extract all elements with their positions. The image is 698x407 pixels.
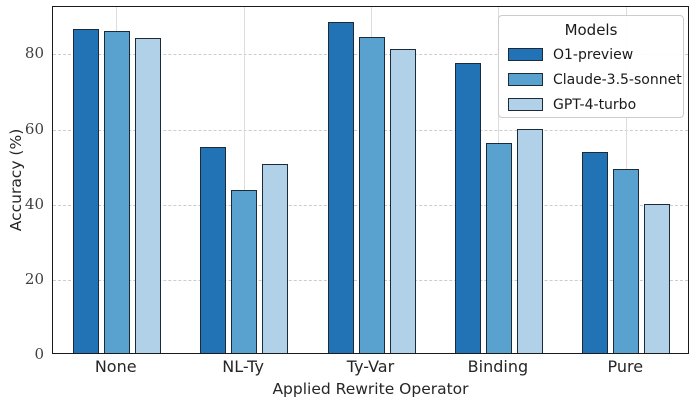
bar-o1-preview-none	[72, 28, 99, 353]
vertical-gridline	[243, 7, 245, 353]
y-tick-label: 40	[24, 194, 44, 213]
bar-o1-preview-nl-ty	[200, 147, 227, 353]
legend-title: Models	[564, 21, 618, 39]
bar-o1-preview-ty-var	[327, 22, 354, 353]
x-category-label: None	[94, 357, 137, 376]
legend-entry: Claude-3.5-sonnet	[508, 67, 682, 92]
legend: Models O1-preview Claude-3.5-sonnet GPT-4-…	[498, 15, 684, 118]
bar-claude-3-5-sonnet-pure	[613, 169, 640, 353]
y-tick-label: 20	[24, 269, 44, 288]
legend-entry: O1-preview	[508, 42, 674, 67]
bar-gpt-4-turbo-ty-var	[389, 49, 416, 353]
bar-gpt-4-turbo-none	[134, 38, 161, 353]
y-axis-label-text: Accuracy (%)	[7, 128, 25, 232]
bar-gpt-4-turbo-pure	[644, 203, 671, 353]
bar-o1-preview-pure	[582, 151, 609, 353]
bar-o1-preview-binding	[454, 62, 481, 353]
bar-claude-3-5-sonnet-nl-ty	[231, 189, 258, 353]
legend-swatch-icon	[508, 48, 543, 61]
bar-claude-3-5-sonnet-none	[103, 30, 130, 353]
legend-swatch-icon	[508, 73, 543, 86]
legend-label: Claude-3.5-sonnet	[553, 71, 682, 88]
x-category-label: Binding	[467, 357, 529, 376]
x-axis-label: Applied Rewrite Operator	[272, 380, 469, 398]
legend-label: O1-preview	[553, 46, 634, 63]
legend-entry: GPT-4-turbo	[508, 92, 674, 117]
bar-gpt-4-turbo-nl-ty	[262, 163, 289, 353]
x-category-label: NL-Ty	[222, 357, 264, 376]
legend-entries: O1-preview Claude-3.5-sonnet GPT-4-turbo	[508, 42, 682, 117]
y-tick-label: 0	[34, 345, 44, 363]
bar-gpt-4-turbo-binding	[516, 129, 543, 353]
x-category-label: Ty-Var	[346, 357, 395, 376]
x-category-label: Pure	[607, 357, 644, 376]
legend-swatch-icon	[508, 98, 543, 111]
y-tick-label: 60	[24, 119, 44, 138]
legend-label: GPT-4-turbo	[553, 96, 637, 113]
bar-claude-3-5-sonnet-ty-var	[358, 37, 385, 353]
y-tick-label: 80	[24, 44, 44, 63]
bar-claude-3-5-sonnet-binding	[485, 143, 512, 353]
